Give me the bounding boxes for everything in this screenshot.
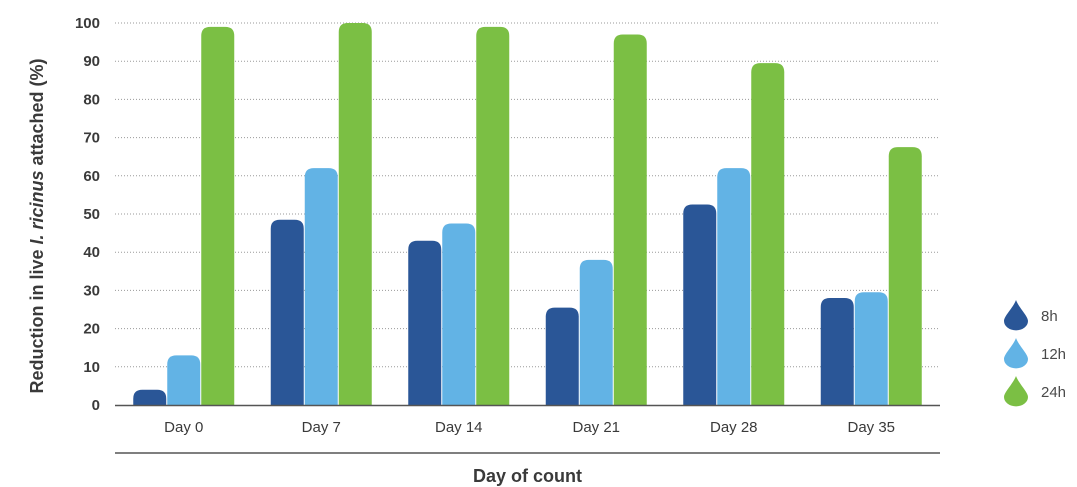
bar-8h-day-0	[133, 389, 167, 405]
bar-12h-day-21	[579, 259, 613, 405]
y-axis-ticks: 0 10 20 30 40 50 60 70 80 90 100	[75, 15, 100, 414]
x-category-label: Day 7	[302, 419, 341, 436]
y-tick-label: 80	[83, 91, 100, 108]
drop-icon	[1004, 300, 1028, 331]
x-category-label: Day 21	[572, 419, 620, 436]
y-tick-label: 10	[83, 359, 100, 376]
bar-8h-day-28	[683, 204, 717, 405]
y-tick-label: 70	[83, 130, 100, 147]
bar-12h-day-28	[717, 168, 751, 405]
y-axis-title-part-1: Reduction in live	[27, 245, 47, 394]
legend-item-8h: 8h	[1004, 300, 1058, 331]
gridlines	[115, 22, 940, 368]
drop-icon	[1004, 376, 1028, 407]
legend-label: 8h	[1041, 308, 1058, 325]
bar-24h-day-28	[751, 63, 785, 406]
bar-24h-day-7	[338, 23, 372, 405]
legend-item-12h: 12h	[1004, 338, 1066, 369]
legend-item-24h: 24h	[1004, 376, 1066, 407]
bar-24h-day-21	[613, 34, 647, 406]
bar-8h-day-14	[408, 240, 442, 405]
y-tick-label: 60	[83, 168, 100, 185]
y-tick-label: 40	[83, 244, 100, 261]
legend-label: 12h	[1041, 346, 1066, 363]
y-tick-label: 90	[83, 53, 100, 70]
y-tick-label: 50	[83, 206, 100, 223]
bar-8h-day-35	[820, 298, 854, 405]
bar-24h-day-35	[888, 147, 922, 405]
bar-12h-day-35	[854, 292, 888, 405]
y-tick-label: 30	[83, 282, 100, 299]
x-axis-title: Day of count	[473, 466, 582, 486]
bars	[133, 23, 922, 406]
legend: 8h 12h 24h	[1004, 300, 1066, 407]
bar-12h-day-0	[167, 355, 201, 405]
y-tick-label: 100	[75, 15, 100, 32]
x-category-label: Day 14	[435, 419, 483, 436]
bar-12h-day-14	[442, 223, 476, 405]
bar-12h-day-7	[304, 168, 338, 405]
bar-8h-day-7	[270, 219, 304, 405]
bar-24h-day-0	[201, 26, 235, 405]
legend-label: 24h	[1041, 384, 1066, 401]
x-category-label: Day 0	[164, 419, 203, 436]
y-tick-label: 0	[92, 397, 100, 414]
y-axis-title-part-3: attached (%)	[27, 58, 47, 170]
y-axis-title-part-2: I. ricinus	[27, 170, 47, 244]
drop-icon	[1004, 338, 1028, 369]
y-tick-label: 20	[83, 321, 100, 338]
y-axis-title: Reduction in live I. ricinus attached (%…	[27, 58, 47, 393]
x-category-label: Day 28	[710, 419, 758, 436]
bar-24h-day-14	[476, 26, 510, 405]
x-category-label: Day 35	[847, 419, 895, 436]
bar-8h-day-21	[545, 307, 579, 405]
x-axis-categories: Day 0 Day 7 Day 14 Day 21 Day 28 Day 35	[164, 419, 895, 436]
